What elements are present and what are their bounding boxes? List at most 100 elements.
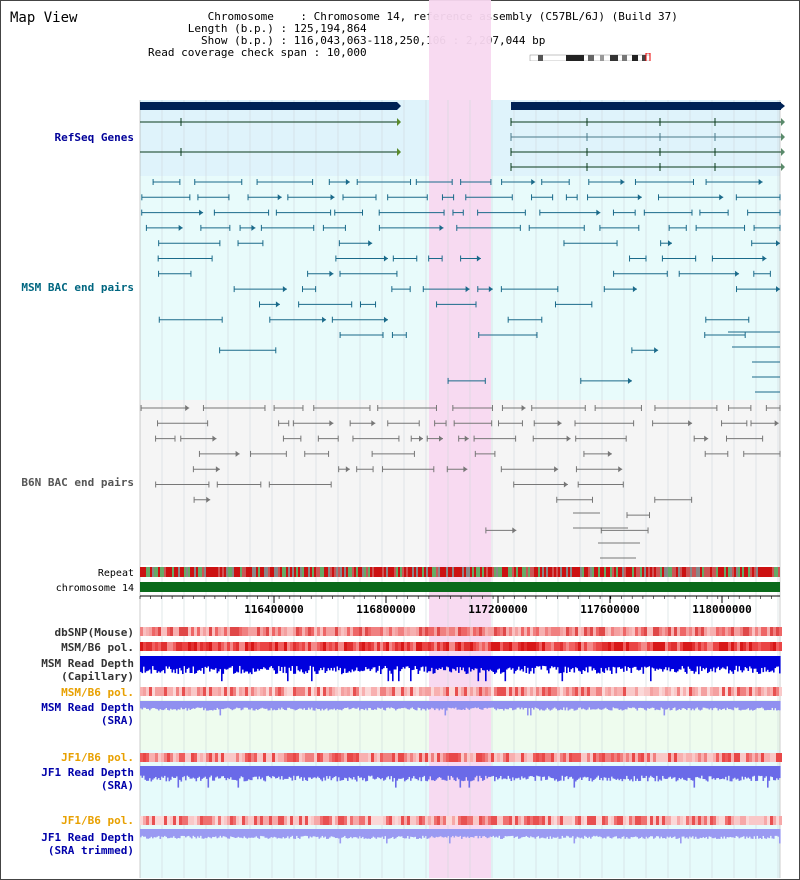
heat-cell [182, 753, 185, 762]
msm-capillary-depth-bar [302, 656, 304, 673]
msm-capillary-depth-bar [714, 656, 717, 673]
heat-cell [287, 627, 290, 636]
msm-capillary-depth-bar [150, 656, 153, 674]
repeat-bar [492, 567, 494, 577]
jf1-depth-bar [237, 766, 240, 788]
jf1-trimmed-depth-bar [552, 829, 555, 838]
heat-cell [392, 816, 395, 825]
heat-cell [383, 687, 386, 696]
heat-cell [572, 627, 575, 636]
jf1-depth-bar [629, 766, 631, 781]
msm-capillary-depth-bar [554, 656, 556, 667]
jf1-trimmed-depth-bar [176, 829, 178, 839]
msm-sra-depth-bar [204, 701, 207, 709]
msm-sra-depth-bar [420, 701, 423, 711]
heat-cell [305, 687, 308, 696]
jf1-depth-bar [221, 766, 223, 777]
heat-cell [647, 816, 650, 825]
heat-cell [680, 687, 683, 696]
heat-cell [194, 816, 197, 825]
heat-cell [395, 627, 398, 636]
chromosome-ideogram[interactable] [528, 53, 658, 61]
jf1-depth-bar [267, 766, 270, 776]
msm-capillary-depth-bar [320, 656, 322, 668]
repeat-bar [312, 567, 314, 577]
msm-capillary-depth-bar [149, 656, 151, 670]
repeat-bar [692, 567, 694, 577]
heat-cell [335, 642, 338, 651]
jf1-trimmed-depth-bar [659, 829, 661, 839]
msm-capillary-depth-bar [629, 656, 631, 669]
jf1-depth-bar [168, 766, 171, 782]
msm-sra-depth-bar [329, 701, 331, 710]
repeat-bar [460, 567, 462, 577]
jf1-depth-bar [614, 766, 616, 779]
heat-cell [758, 687, 761, 696]
msm-sra-depth-bar [740, 701, 742, 711]
heat-cell [164, 627, 167, 636]
heat-cell [497, 687, 500, 696]
heat-cell [317, 642, 320, 651]
heat-cell [731, 816, 734, 825]
heat-cell [677, 627, 680, 636]
repeat-bar [234, 567, 236, 577]
msm-capillary-depth-bar [510, 656, 513, 670]
msm-capillary-depth-bar [578, 656, 580, 671]
jf1-depth-bar [147, 766, 150, 781]
heat-cell [326, 816, 329, 825]
msm-sra-depth-bar [360, 701, 363, 709]
heat-cell [170, 642, 173, 651]
msm-capillary-depth-bar [657, 656, 660, 670]
jf1-depth-bar [459, 766, 462, 788]
jf1-depth-bar [576, 766, 579, 780]
jf1-trimmed-depth-bar [570, 829, 573, 838]
repeat-bar [142, 567, 144, 577]
jf1-trimmed-depth-bar [720, 829, 723, 837]
heat-cell [230, 627, 233, 636]
msm-capillary-depth-bar [363, 656, 366, 671]
msm-sra-depth-bar [354, 701, 357, 709]
msm-sra-depth-bar [297, 701, 300, 709]
msm-capillary-depth-bar [600, 656, 603, 668]
heat-cell [272, 816, 275, 825]
heat-cell [770, 753, 773, 762]
repeat-bar [544, 567, 546, 577]
msm-sra-depth-bar [626, 701, 628, 710]
jf1-depth-bar [509, 766, 511, 779]
heat-cell [581, 687, 584, 696]
heat-cell [356, 816, 359, 825]
msm-sra-depth-bar [644, 701, 646, 710]
jf1-trimmed-depth-bar [671, 829, 673, 839]
jf1-trimmed-depth-bar [450, 829, 453, 838]
heat-cell [758, 753, 761, 762]
jf1-depth-bar [519, 766, 522, 780]
jf1-depth-bar [666, 766, 669, 779]
heat-cell [587, 753, 590, 762]
heat-cell [719, 816, 722, 825]
msm-sra-depth-bar [174, 701, 177, 710]
msm-bac-pair-arrow [383, 316, 388, 323]
msm-capillary-depth-bar [345, 656, 348, 673]
msm-capillary-depth-bar [167, 656, 169, 669]
jf1-trimmed-depth-bar [261, 829, 264, 837]
msm-sra-depth-bar [296, 701, 298, 710]
heat-cell [761, 642, 764, 651]
jf1-trimmed-depth-bar [212, 829, 214, 837]
heat-cell [521, 753, 524, 762]
msm-capillary-depth-bar [627, 656, 630, 668]
heat-cell [239, 753, 242, 762]
repeat-bar [632, 567, 634, 577]
heat-cell [578, 642, 581, 651]
msm-sra-depth-bar [749, 701, 751, 711]
heat-cell [458, 627, 461, 636]
jf1-trimmed-depth-bar [231, 829, 234, 837]
msm-capillary-depth-bar [606, 656, 609, 671]
heat-cell [485, 687, 488, 696]
msm-sra-depth-bar [381, 701, 384, 708]
heat-cell [392, 753, 395, 762]
heat-cell [479, 816, 482, 825]
repeat-bar [558, 567, 560, 577]
jf1-depth-bar [320, 766, 322, 780]
heat-cell [737, 753, 740, 762]
